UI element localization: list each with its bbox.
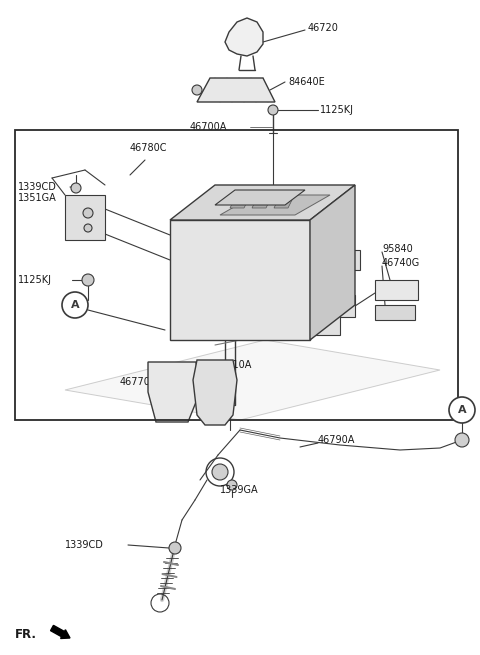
Circle shape <box>339 274 351 286</box>
Polygon shape <box>310 185 355 340</box>
Polygon shape <box>230 200 248 208</box>
Text: 46740G: 46740G <box>382 258 420 268</box>
Text: 46730: 46730 <box>310 186 341 196</box>
Polygon shape <box>300 310 340 335</box>
Text: 1339CD: 1339CD <box>18 182 57 192</box>
Polygon shape <box>197 78 275 102</box>
Polygon shape <box>225 18 263 56</box>
Text: 46700A: 46700A <box>189 122 227 132</box>
Text: 46742: 46742 <box>325 227 356 237</box>
Circle shape <box>82 274 94 286</box>
Text: 46790A: 46790A <box>318 435 355 445</box>
Text: 1125KJ: 1125KJ <box>320 105 354 115</box>
Text: 84640E: 84640E <box>288 77 325 87</box>
Circle shape <box>84 224 92 232</box>
Text: 1125KJ: 1125KJ <box>18 275 52 285</box>
Circle shape <box>254 186 262 194</box>
Circle shape <box>62 292 88 318</box>
Polygon shape <box>170 185 355 220</box>
Text: A: A <box>71 300 79 310</box>
Circle shape <box>226 366 234 374</box>
Text: 46720: 46720 <box>308 23 339 33</box>
Text: 1339GA: 1339GA <box>220 485 259 495</box>
Text: 46770B: 46770B <box>120 377 157 387</box>
Text: 46710A: 46710A <box>215 360 252 370</box>
Text: 46725C: 46725C <box>220 305 258 315</box>
Polygon shape <box>375 305 415 320</box>
Text: 46710F: 46710F <box>305 311 341 321</box>
Bar <box>72 201 90 211</box>
Circle shape <box>169 542 181 554</box>
Circle shape <box>268 105 278 115</box>
Polygon shape <box>65 195 105 240</box>
Circle shape <box>212 464 228 480</box>
Circle shape <box>71 183 81 193</box>
Text: FR.: FR. <box>15 627 37 641</box>
Circle shape <box>449 397 475 423</box>
Circle shape <box>227 480 237 490</box>
Text: 46780C: 46780C <box>130 143 168 153</box>
Text: 1351GA: 1351GA <box>18 193 57 203</box>
Polygon shape <box>330 250 360 270</box>
Text: 95840: 95840 <box>382 244 413 254</box>
Text: A: A <box>458 405 466 415</box>
Polygon shape <box>274 200 292 208</box>
Polygon shape <box>325 295 355 317</box>
FancyArrow shape <box>50 626 70 639</box>
Bar <box>15 130 458 420</box>
Bar <box>68 198 86 208</box>
Polygon shape <box>215 190 305 205</box>
Polygon shape <box>65 340 440 420</box>
Polygon shape <box>220 195 330 215</box>
Polygon shape <box>193 360 237 425</box>
Circle shape <box>83 208 93 218</box>
Text: 1339CD: 1339CD <box>65 540 104 550</box>
Circle shape <box>455 433 469 447</box>
Polygon shape <box>252 200 270 208</box>
Polygon shape <box>375 280 418 300</box>
Polygon shape <box>170 220 310 340</box>
Text: 46760C: 46760C <box>310 205 348 215</box>
Polygon shape <box>148 362 200 422</box>
Circle shape <box>192 85 202 95</box>
